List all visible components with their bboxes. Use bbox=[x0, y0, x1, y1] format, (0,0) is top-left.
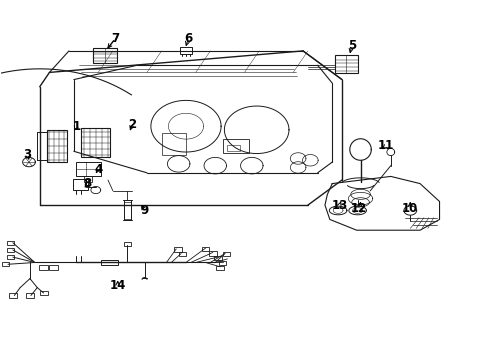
Text: 11: 11 bbox=[377, 139, 393, 152]
Bar bbox=[7, 240, 14, 245]
Bar bbox=[208, 251, 216, 256]
Bar bbox=[216, 266, 224, 270]
Text: 14: 14 bbox=[109, 279, 125, 292]
Bar bbox=[9, 293, 17, 298]
Bar bbox=[76, 162, 101, 176]
Bar bbox=[26, 293, 34, 298]
Bar bbox=[334, 55, 357, 73]
Text: 3: 3 bbox=[23, 148, 32, 161]
Bar bbox=[101, 260, 118, 265]
Bar bbox=[124, 201, 131, 220]
Bar bbox=[73, 179, 88, 190]
Bar bbox=[2, 262, 9, 266]
Text: 8: 8 bbox=[83, 177, 91, 190]
Bar bbox=[49, 265, 58, 270]
Bar bbox=[47, 130, 66, 162]
Bar bbox=[83, 176, 92, 182]
Text: 6: 6 bbox=[184, 32, 192, 45]
Bar bbox=[222, 252, 230, 256]
Bar bbox=[213, 256, 221, 260]
Bar bbox=[7, 255, 14, 259]
Bar bbox=[39, 265, 47, 270]
Bar bbox=[222, 139, 249, 153]
Bar bbox=[123, 242, 131, 246]
Text: 10: 10 bbox=[401, 202, 418, 215]
Bar bbox=[201, 247, 209, 251]
Bar bbox=[93, 48, 117, 63]
Bar bbox=[7, 248, 14, 252]
Bar bbox=[81, 128, 110, 157]
Text: 13: 13 bbox=[331, 199, 347, 212]
Bar bbox=[40, 291, 47, 296]
Text: 4: 4 bbox=[94, 163, 102, 176]
Bar bbox=[161, 134, 185, 155]
Bar bbox=[178, 252, 186, 256]
Text: 9: 9 bbox=[140, 204, 148, 217]
Text: 12: 12 bbox=[350, 202, 366, 215]
Text: 7: 7 bbox=[111, 32, 119, 45]
Bar bbox=[227, 145, 239, 151]
Text: 2: 2 bbox=[128, 118, 136, 131]
Bar bbox=[180, 47, 192, 54]
Text: 1: 1 bbox=[72, 120, 80, 133]
Bar bbox=[173, 247, 181, 252]
Text: 5: 5 bbox=[347, 39, 355, 52]
Bar bbox=[218, 261, 226, 265]
